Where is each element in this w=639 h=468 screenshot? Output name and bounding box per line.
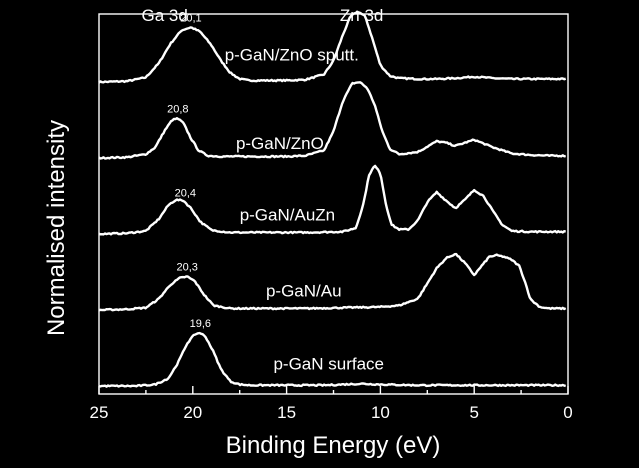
x-tick-label: 25 [90,403,109,422]
peak-position-label: 20,4 [175,187,196,199]
x-tick-label: 10 [371,403,390,422]
spectrum-trace [98,252,567,312]
series-label: p-GaN surface [273,354,384,373]
x-tick-label: 15 [277,403,296,422]
spectrum-trace [98,10,567,84]
peak-position-label: 19,6 [190,318,211,330]
peak-position-label: 20,1 [180,12,201,24]
series-label: p-GaN/Au [266,281,342,300]
peak-labels: 20,1 20,8 20,4 20,3 19,6 [167,12,211,330]
series-label: p-GaN/ZnO sputt. [225,46,359,65]
x-axis-title: Binding Energy (eV) [226,432,441,459]
x-axis-ticks: 25 20 15 10 5 0 [90,386,573,422]
x-tick-label: 20 [183,403,202,422]
region-labels: Ga 3d Zn 3d [142,6,384,25]
region-label: Ga 3d [142,6,188,25]
peak-position-label: 20,3 [176,262,197,274]
peak-position-label: 20,8 [167,103,188,115]
spectrum-trace [98,81,566,160]
x-tick-label: 5 [469,403,478,422]
series-label: p-GaN/AuZn [240,205,335,224]
region-label: Zn 3d [340,6,383,25]
spectrum-trace [98,331,566,388]
y-axis-title: Normalised intensity [43,120,70,336]
series-labels: p-GaN/ZnO sputt. p-GaN/ZnO p-GaN/AuZn p-GaN… [225,46,384,374]
spectrum-trace [98,164,567,236]
series-label: p-GaN/ZnO [236,134,324,153]
x-tick-label: 0 [563,403,572,422]
spectra-traces [98,10,567,388]
